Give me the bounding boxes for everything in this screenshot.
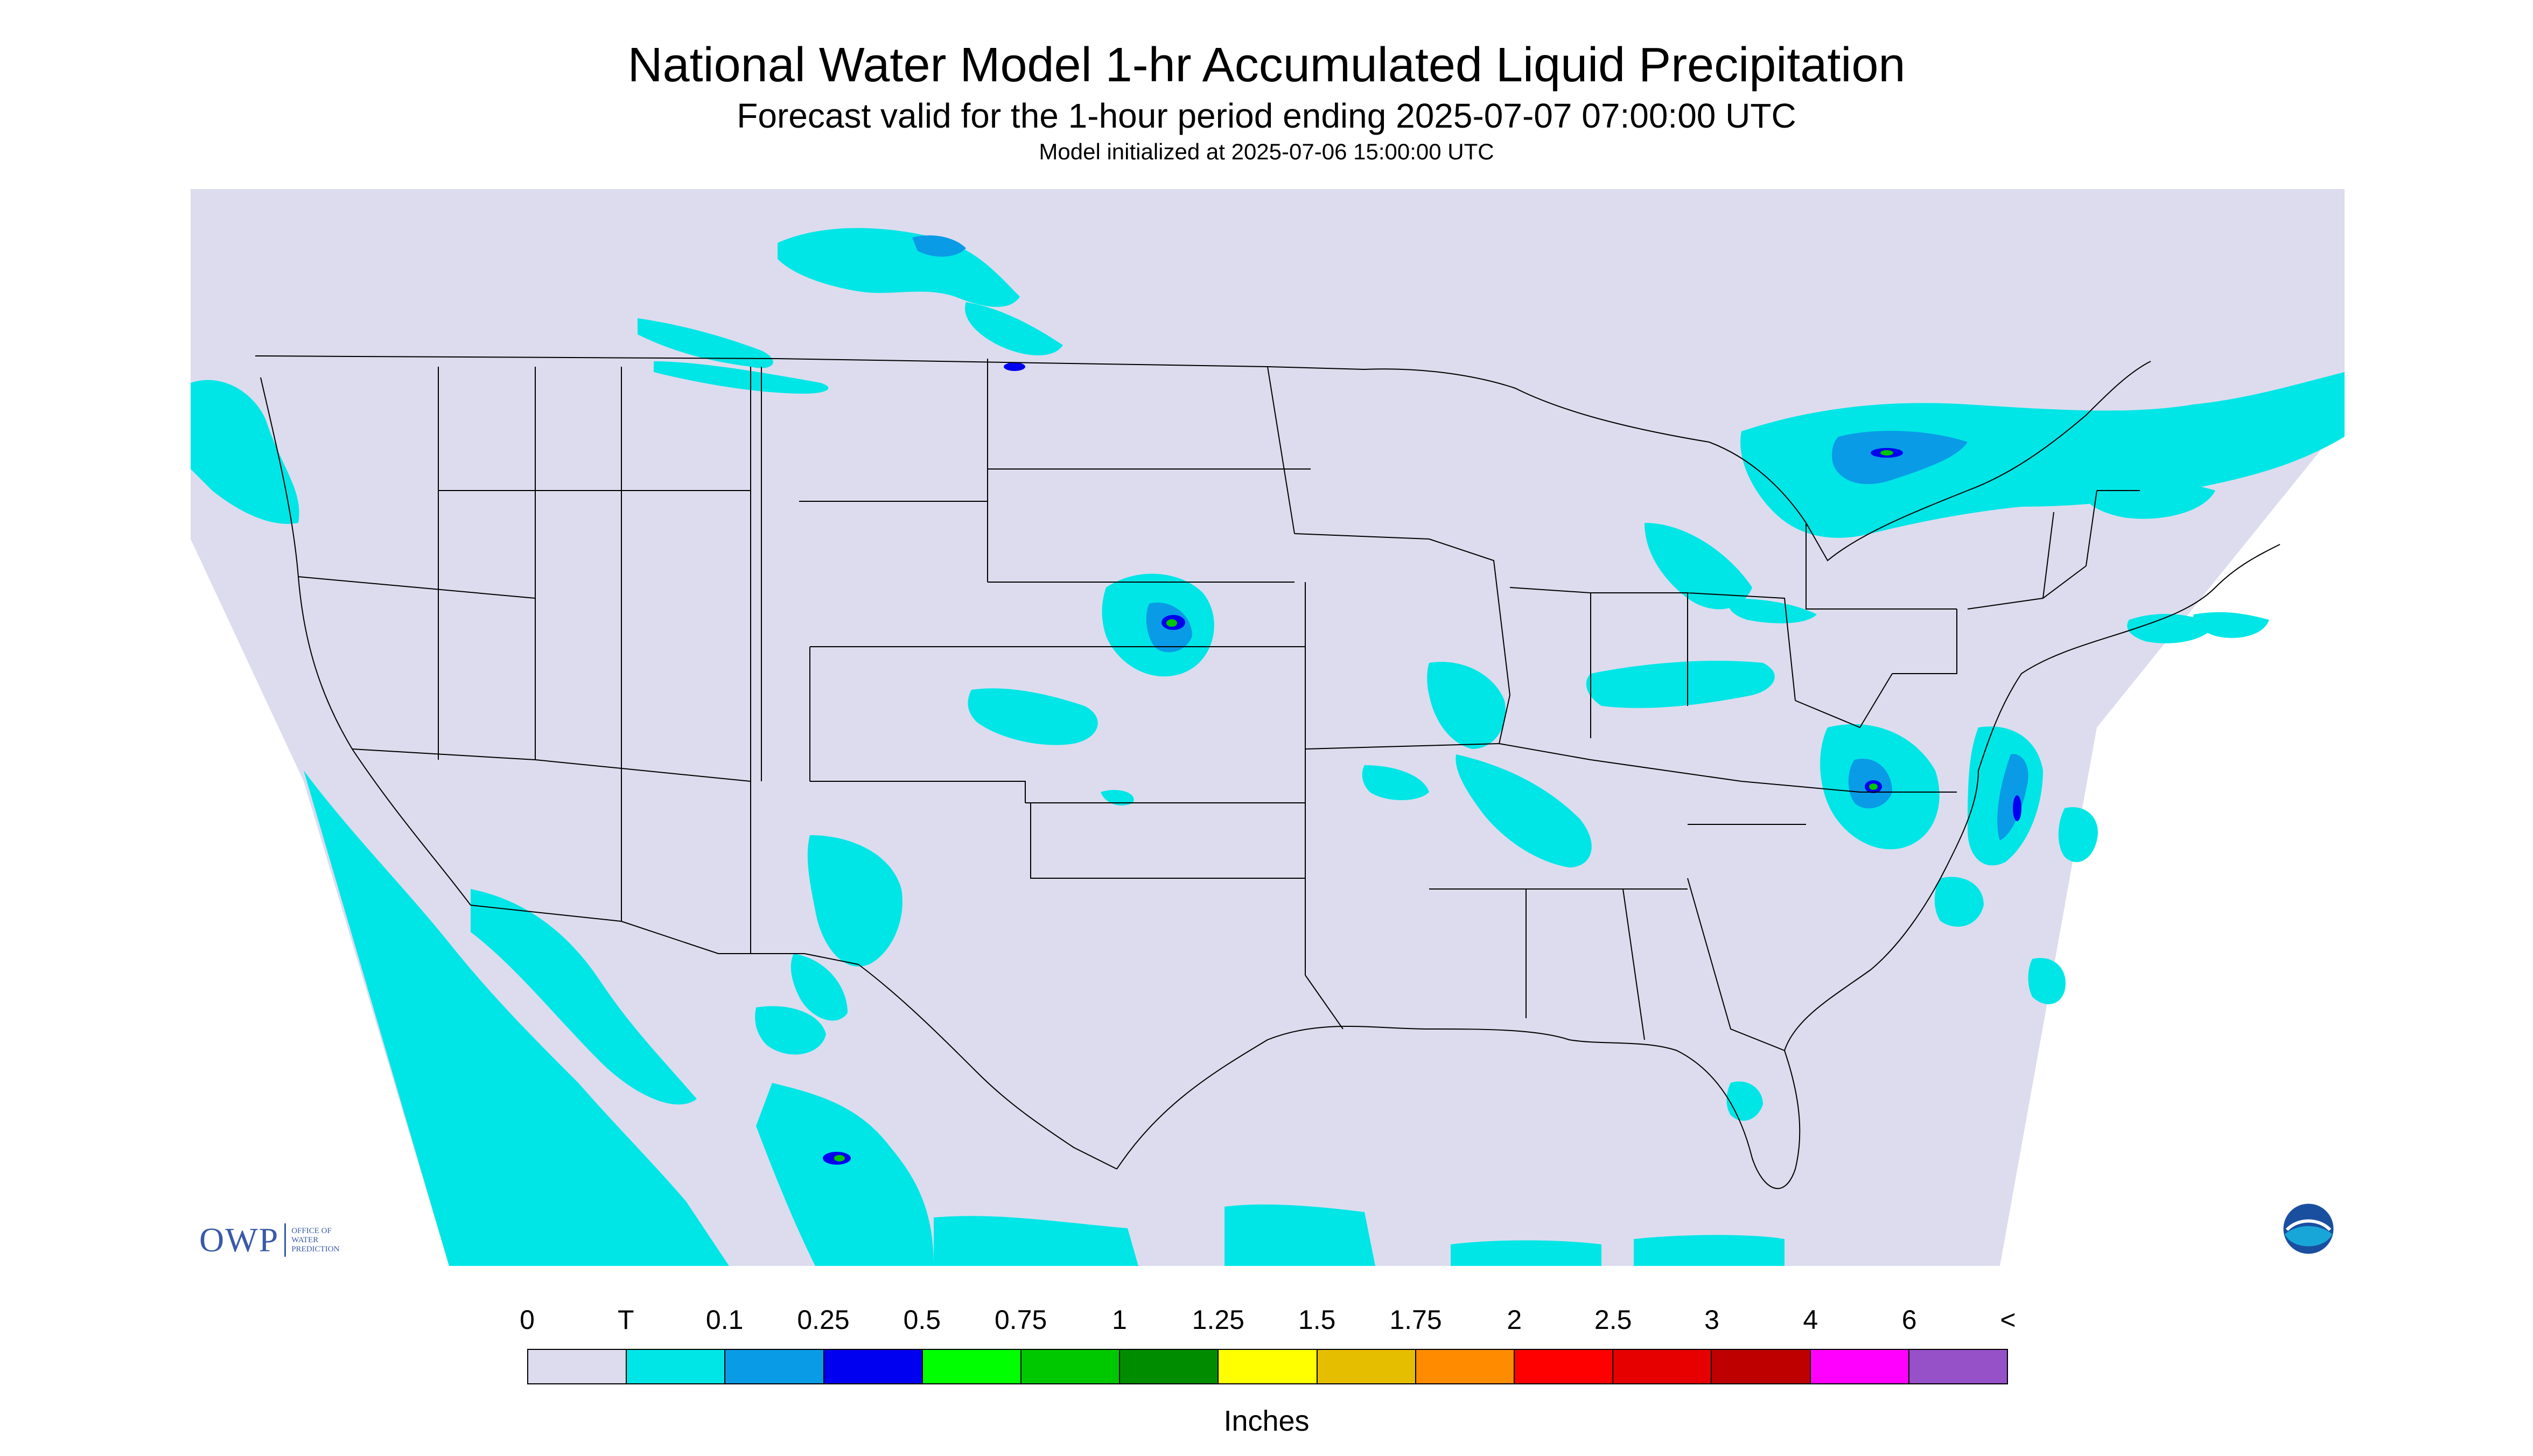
precip-gulf-band-3: [1634, 1235, 1785, 1266]
legend-label: T: [618, 1305, 634, 1335]
legend-label: 1: [1112, 1305, 1127, 1335]
precip-florida: [1726, 1081, 1763, 1121]
owp-text-line: WATER: [291, 1235, 319, 1244]
precip-ontario-band: [1740, 372, 2345, 538]
owp-logo-mark: OWP: [199, 1221, 279, 1259]
legend-swatch: [1317, 1350, 1416, 1383]
precip-mississippi: [1456, 754, 1592, 867]
legend-units: Inches: [1223, 1405, 1310, 1437]
owp-text-line: OFFICE OF: [291, 1226, 332, 1235]
precip-arkansas: [1362, 765, 1429, 800]
legend-swatch: [922, 1350, 1022, 1383]
forecast-valid-subtitle: Forecast valid for the 1-hour period end…: [737, 96, 1796, 135]
precip-west-texas: [755, 1006, 826, 1055]
precip-gulf-band-2: [1451, 1240, 1601, 1266]
legend-swatch: [824, 1350, 923, 1383]
owp-logo: OWP OFFICE OF WATER PREDICTION: [199, 1220, 339, 1260]
owp-logo-divider: [284, 1223, 286, 1257]
owp-text-line: PREDICTION: [291, 1244, 340, 1254]
legend-label: 4: [1803, 1305, 1818, 1335]
precip-lake-erie: [1729, 598, 1817, 624]
precip-illinois: [1427, 662, 1506, 749]
legend-label: 0.25: [797, 1305, 850, 1335]
precip-new-mexico: [807, 835, 902, 967]
legend-swatch: [1120, 1350, 1219, 1383]
legend-label: 1.75: [1389, 1305, 1442, 1335]
precip-chihuahua: [790, 954, 848, 1021]
state-lines-west: [298, 367, 762, 954]
precip-west-coast: [191, 380, 299, 524]
precip-prairies-tail: [965, 302, 1063, 355]
precip-virginia-green: [1869, 783, 1878, 790]
west-coast: [260, 377, 471, 906]
precip-new-england: [2127, 614, 2215, 643]
legend-label: 0.5: [903, 1305, 941, 1335]
precip-atlantic-cell: [2013, 795, 2021, 821]
precip-kansas: [968, 688, 1098, 745]
legend-swatch: [1416, 1350, 1515, 1383]
noaa-logo: [2282, 1202, 2335, 1256]
precip-mexico-green: [834, 1155, 845, 1161]
precip-prairie-core: [912, 235, 966, 257]
legend-swatch: [1613, 1350, 1712, 1383]
precip-atlantic-core: [1997, 754, 2028, 841]
precip-oklahoma: [1101, 790, 1134, 806]
map-title: National Water Model 1-hr Accumulated Li…: [627, 38, 1906, 92]
precip-ohio-valley: [1586, 661, 1775, 708]
precip-light-areas: [912, 235, 2028, 841]
precip-ontario-green: [1880, 450, 1893, 456]
precip-atlantic-2: [1934, 877, 1984, 927]
owp-logo-text: OFFICE OF WATER PREDICTION: [291, 1227, 339, 1254]
legend-swatch: [1515, 1350, 1614, 1383]
legend-label: 0: [520, 1305, 535, 1335]
legend-swatch: [1712, 1350, 1811, 1383]
legend-label: 2: [1507, 1305, 1522, 1335]
precip-mexico-west: [756, 1083, 934, 1266]
legend-label: <: [2000, 1305, 2016, 1335]
state-lines-central: [799, 359, 1344, 1030]
state-lines-northeast: [1795, 490, 2140, 729]
legend-colorbar: [527, 1349, 2008, 1384]
legend-swatch: [627, 1350, 726, 1383]
legend-swatch: [1909, 1350, 2007, 1383]
legend-swatch: [1219, 1350, 1318, 1383]
mexico-border: [470, 905, 1117, 1170]
state-lines-midwest: [1267, 366, 1957, 1051]
precip-mexico-south: [934, 1216, 1138, 1266]
precip-ontario-core: [1832, 431, 1968, 485]
legend-label: 1.25: [1192, 1305, 1244, 1335]
legend-label: 1.5: [1298, 1305, 1336, 1335]
legend-label: 3: [1704, 1305, 1719, 1335]
precip-nova-scotia: [2193, 612, 2269, 638]
precip-michigan: [1645, 523, 1752, 610]
legend-swatch: [528, 1350, 627, 1383]
precip-alberta-band: [638, 318, 773, 368]
canada-border: [255, 355, 2151, 562]
legend-swatch: [725, 1350, 824, 1383]
precip-baja: [471, 889, 697, 1105]
model-init-text: Model initialized at 2025-07-06 15:00:00…: [1039, 139, 1494, 164]
precipitation-map: [191, 189, 2345, 1266]
boundary-lines: [255, 355, 2280, 1189]
precip-pacific-swath: [304, 771, 729, 1266]
gulf-coast: [1116, 544, 2280, 1189]
precip-maine: [2085, 482, 2215, 519]
precip-nebraska-green: [1166, 619, 1177, 627]
legend-swatch: [1810, 1350, 1909, 1383]
precip-montana-band: [654, 361, 829, 394]
legend-label: 0.1: [705, 1305, 744, 1335]
precip-gulf-band: [1224, 1204, 1375, 1266]
legend-label: 6: [1901, 1305, 1917, 1335]
legend-swatch: [1021, 1350, 1121, 1383]
precip-atlantic-3: [2058, 807, 2098, 862]
legend-label: 2.5: [1594, 1305, 1632, 1335]
precip-heavy-areas: [823, 362, 2021, 1165]
precip-atlantic-4: [2028, 958, 2066, 1004]
legend-label: 0.75: [994, 1305, 1047, 1335]
precip-prairie-cell: [1004, 362, 1025, 371]
